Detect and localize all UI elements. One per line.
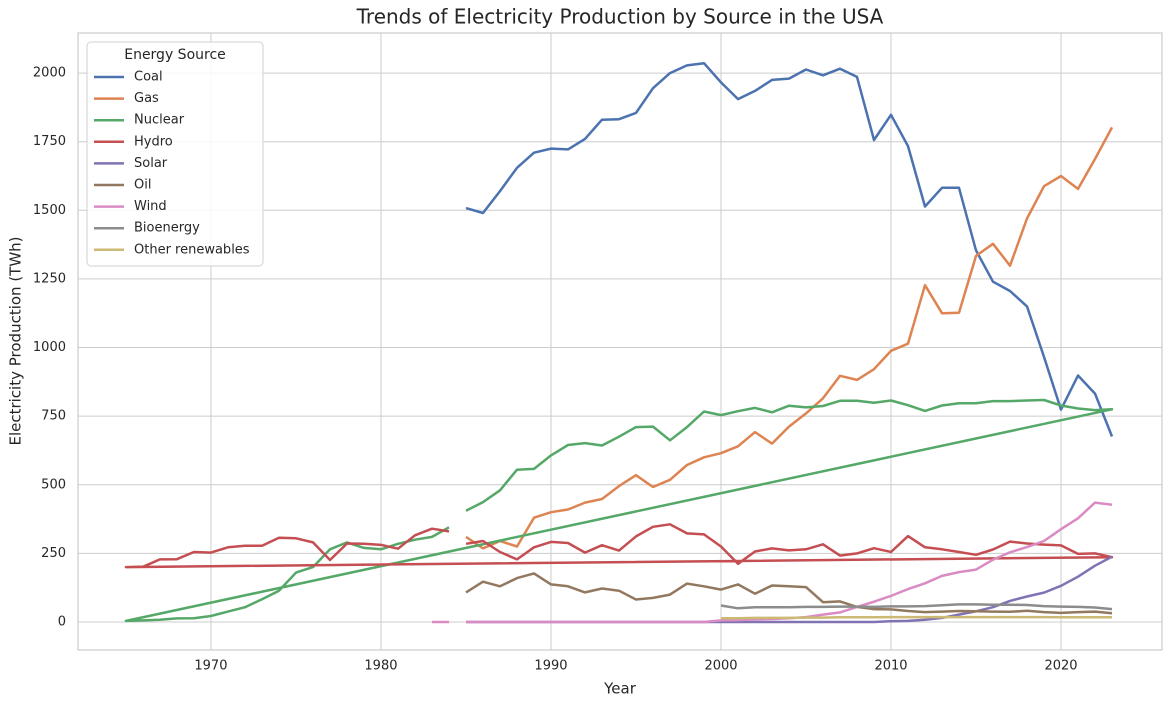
x-tick-label: 1980	[364, 659, 397, 674]
x-tick-label: 1990	[534, 659, 567, 674]
y-tick-label: 750	[41, 409, 66, 424]
y-tick-label: 500	[41, 477, 66, 492]
x-tick-label: 2020	[1044, 659, 1077, 674]
series-line	[720, 603, 1113, 611]
legend-box	[86, 41, 264, 267]
y-tick-label: 250	[41, 546, 66, 561]
legend-label: Gas	[134, 91, 159, 106]
series-line	[465, 126, 1114, 550]
y-tick-label: 0	[58, 615, 66, 630]
y-tick-label: 1250	[33, 271, 66, 286]
legend-label: Bioenergy	[134, 221, 200, 236]
series-line	[465, 61, 1114, 437]
legend-title: Energy Source	[124, 47, 226, 63]
y-axis-label: Electricity Production (TWh)	[7, 236, 25, 445]
legend-label: Wind	[134, 199, 167, 214]
legend-label: Hydro	[134, 134, 173, 149]
x-tick-label: 1970	[194, 659, 227, 674]
legend-label: Oil	[134, 178, 151, 193]
y-tick-label: 1750	[33, 134, 66, 149]
legend-label: Coal	[134, 70, 163, 85]
y-tick-label: 1000	[33, 340, 66, 355]
legend-label: Other renewables	[134, 242, 250, 257]
plot-frame	[77, 32, 1163, 651]
y-tick-label: 1500	[33, 203, 66, 218]
series-line	[124, 398, 1114, 623]
x-tick-label: 2000	[704, 659, 737, 674]
y-tick-label: 2000	[33, 66, 66, 81]
series-line	[721, 615, 1112, 620]
chart-title: Trends of Electricity Production by Sour…	[356, 5, 884, 29]
legend-label: Solar	[134, 156, 168, 171]
legend-label: Nuclear	[134, 113, 185, 128]
series-line	[124, 523, 1114, 569]
x-tick-label: 2010	[874, 659, 907, 674]
x-axis-label: Year	[603, 680, 637, 698]
series-line	[465, 572, 1113, 615]
